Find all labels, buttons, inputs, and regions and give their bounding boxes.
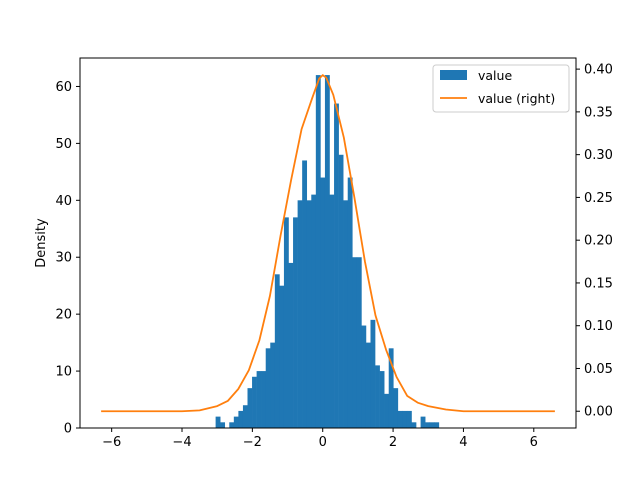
y-tick-label: 0 [64,422,72,437]
histogram-bar [347,177,353,428]
histogram-bar [242,405,248,428]
y-axis-title: Density [34,218,49,268]
y-right-tick-label: 0.15 [584,276,613,291]
histogram-bar [343,200,349,428]
histogram-bar [375,365,380,428]
histogram-bar [288,262,294,428]
histogram-bar [265,348,271,428]
kde-line [101,74,555,413]
histogram-bar [370,319,376,428]
histogram-bar [252,376,257,428]
histogram-bar [334,103,339,428]
histogram-bar [397,410,403,428]
histogram-bar [229,422,235,428]
y-tick-label: 40 [55,194,72,209]
histogram-bar [274,274,280,428]
histogram-bar [261,371,267,428]
y-right-tick-label: 0.35 [584,105,613,120]
legend-label-value-right: value (right) [478,91,555,106]
x-tick-label: 6 [530,435,538,450]
y-tick-label: 20 [55,308,72,323]
histogram-bar [429,422,435,428]
y-right-tick-label: 0.10 [584,319,613,334]
histogram-bar [406,410,412,428]
kde-line-group [101,74,555,413]
histogram-bar [302,160,308,428]
x-axis: −6 −4 −2 0 2 4 6 [102,428,538,450]
histogram-bar [393,388,399,428]
y-right-tick-label: 0.00 [584,405,613,420]
histogram-bar [220,422,226,428]
histogram-bar [320,177,326,428]
histogram-bar [279,285,285,428]
y-right-tick-label: 0.40 [584,63,613,78]
histogram-bar [297,200,303,428]
histogram-bar [425,422,431,428]
histogram-bar [379,371,385,428]
histogram-bar [324,75,330,428]
x-tick-label: 4 [459,435,467,450]
histogram-bar [311,194,317,428]
histogram-bar [411,422,417,428]
histogram-bars [215,75,440,428]
histogram-bar [420,416,426,428]
y-tick-label: 50 [55,137,72,152]
y-tick-label: 60 [55,80,72,95]
histogram-bar [352,257,358,428]
histogram-bar [329,194,335,428]
histogram-bar [365,342,371,428]
y-right-tick-label: 0.30 [584,148,613,163]
histogram-bar [384,393,390,428]
histogram-bar [233,416,239,428]
histogram-bar [256,371,262,428]
y-axis-right: 0.00 0.05 0.10 0.15 0.20 0.25 0.30 0.35 0.40 [576,63,613,420]
x-tick-label: −6 [102,435,121,450]
histogram-bar [270,342,276,428]
y-right-tick-label: 0.25 [584,191,613,206]
histogram-bar [293,217,298,428]
y-tick-label: 10 [55,365,72,380]
x-tick-label: −4 [172,435,191,450]
y-tick-label: 30 [55,251,72,266]
histogram-bar [356,257,362,428]
histogram-bar [315,75,321,428]
legend: value value (right) [432,64,570,113]
histogram-bar [388,348,394,428]
plot-frame [79,57,577,429]
histogram-bar [338,154,344,428]
histogram-bar [247,388,253,428]
histogram-bar [434,422,440,428]
legend-label-value: value [478,68,512,83]
y-axis-left: 0 10 20 30 40 50 60 [55,80,80,437]
x-tick-label: 0 [319,435,327,450]
legend-swatch-value [440,70,467,80]
y-right-tick-label: 0.20 [584,234,613,249]
histogram-bar [238,410,244,428]
x-tick-label: −2 [243,435,262,450]
x-tick-label: 2 [389,435,397,450]
histogram-bar [402,410,408,428]
histogram-bar [215,416,221,428]
histogram-bar [306,200,312,428]
histogram-bar [283,217,289,428]
histogram-bar [361,325,367,428]
y-right-tick-label: 0.05 [584,362,613,377]
